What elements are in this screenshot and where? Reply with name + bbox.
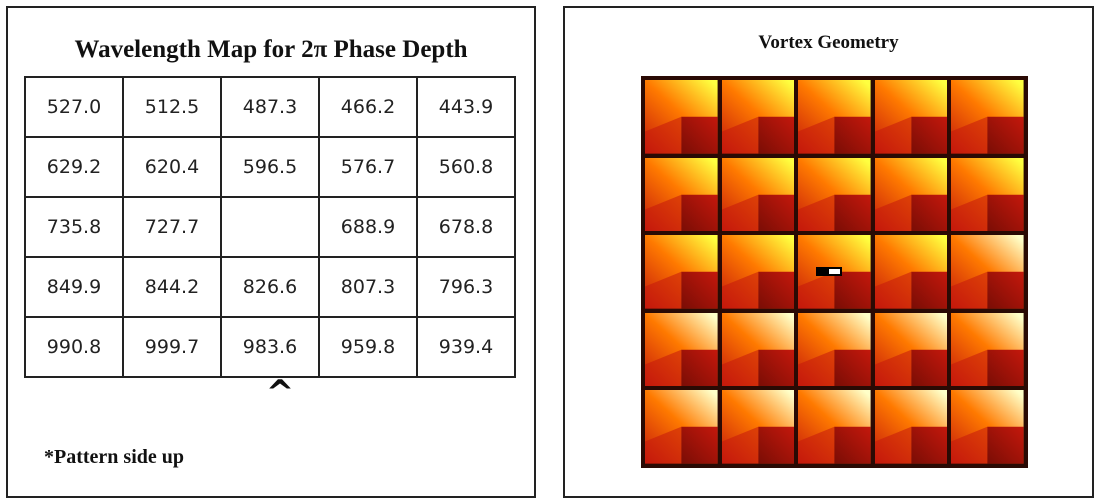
vortex-cell	[951, 312, 1024, 387]
vortex-cell	[721, 157, 795, 232]
wavelength-cell: 629.2	[24, 136, 124, 198]
table-row: 629.2 620.4 596.5 576.7 560.8	[24, 136, 516, 198]
wavelength-cell: 735.8	[24, 196, 124, 258]
vortex-grid	[641, 76, 1028, 468]
wavelength-cell: 678.8	[416, 196, 516, 258]
vortex-cell-shading	[645, 390, 718, 464]
vortex-cell	[874, 312, 948, 387]
table-row: 849.9 844.2 826.6 807.3 796.3	[24, 256, 516, 318]
wavelength-cell	[220, 196, 320, 258]
vortex-cell-shading	[874, 157, 948, 232]
vortex-cell-shading	[874, 312, 948, 387]
vortex-cell-shading	[721, 312, 795, 387]
vortex-cell	[798, 157, 871, 232]
wavelength-cell: 849.9	[24, 256, 124, 318]
vortex-cell	[721, 390, 795, 464]
vortex-cell-shading	[951, 235, 1024, 309]
vortex-cell	[721, 80, 795, 154]
wavelength-table: 527.0 512.5 487.3 466.2 443.9 629.2 620.4 596.5…	[24, 76, 516, 378]
wavelength-cell: 990.8	[24, 316, 124, 378]
vortex-cell-shading	[798, 390, 871, 464]
wavelength-map-panel: Wavelength Map for 2π Phase Depth 527.0 5…	[6, 6, 536, 498]
vortex-cell-shading	[874, 235, 948, 309]
wavelength-cell: 796.3	[416, 256, 516, 318]
wavelength-cell: 512.5	[122, 76, 222, 138]
wavelength-cell: 560.8	[416, 136, 516, 198]
vortex-cell	[951, 390, 1024, 464]
vortex-cell-shading	[951, 80, 1024, 154]
wavelength-cell: 688.9	[318, 196, 418, 258]
orientation-caret: ^	[265, 373, 295, 413]
vortex-cell	[645, 157, 718, 232]
vortex-cell	[874, 235, 948, 309]
vortex-cell	[645, 80, 718, 154]
wavelength-cell: 487.3	[220, 76, 320, 138]
wavelength-cell: 620.4	[122, 136, 222, 198]
vortex-cell-shading	[645, 80, 718, 154]
vortex-cell-shading	[798, 157, 871, 232]
vortex-cell-shading	[721, 80, 795, 154]
wavelength-cell: 576.7	[318, 136, 418, 198]
wavelength-cell: 443.9	[416, 76, 516, 138]
table-row: 990.8 999.7 983.6 959.8 939.4	[24, 316, 516, 378]
vortex-cell-shading	[874, 80, 948, 154]
vortex-cell	[645, 235, 718, 309]
wavelength-cell: 807.3	[318, 256, 418, 318]
wavelength-cell: 466.2	[318, 76, 418, 138]
vortex-cell	[874, 157, 948, 232]
vortex-cell-shading	[798, 80, 871, 154]
vortex-cell-shading	[645, 157, 718, 232]
table-row: 527.0 512.5 487.3 466.2 443.9	[24, 76, 516, 138]
wavelength-cell: 844.2	[122, 256, 222, 318]
center-marker	[816, 267, 843, 277]
wavelength-cell: 999.7	[122, 316, 222, 378]
wavelength-cell: 527.0	[24, 76, 124, 138]
table-row: 735.8 727.7 688.9 678.8	[24, 196, 516, 258]
vortex-cell-shading	[951, 312, 1024, 387]
vortex-cell	[951, 157, 1024, 232]
vortex-cell-shading	[645, 312, 718, 387]
vortex-cell	[874, 80, 948, 154]
wavelength-map-title: Wavelength Map for 2π Phase Depth	[74, 36, 468, 63]
vortex-cell-shading	[721, 157, 795, 232]
vortex-geometry-panel: Vortex Geometry	[563, 6, 1094, 498]
vortex-cell	[798, 80, 871, 154]
vortex-cell	[645, 390, 718, 464]
vortex-cell-shading	[721, 390, 795, 464]
vortex-cell-shading	[874, 390, 948, 464]
vortex-cell-shading	[721, 235, 795, 309]
vortex-cell	[874, 390, 948, 464]
vortex-cell	[798, 235, 871, 309]
wavelength-cell: 596.5	[220, 136, 320, 198]
vortex-cell	[721, 312, 795, 387]
vortex-cell	[798, 312, 871, 387]
vortex-cell-shading	[951, 157, 1024, 232]
vortex-cell	[645, 312, 718, 387]
wavelength-cell: 959.8	[318, 316, 418, 378]
pattern-side-note: *Pattern side up	[44, 446, 184, 468]
vortex-cell-shading	[951, 390, 1024, 464]
vortex-cell-shading	[645, 235, 718, 309]
wavelength-cell: 983.6	[220, 316, 320, 378]
vortex-cell	[951, 80, 1024, 154]
wavelength-cell: 727.7	[122, 196, 222, 258]
vortex-cell	[721, 235, 795, 309]
vortex-geometry-title: Vortex Geometry	[758, 32, 899, 53]
wavelength-cell: 826.6	[220, 256, 320, 318]
vortex-cell	[951, 235, 1024, 309]
vortex-cell	[798, 390, 871, 464]
wavelength-cell: 939.4	[416, 316, 516, 378]
vortex-cell-shading	[798, 312, 871, 387]
